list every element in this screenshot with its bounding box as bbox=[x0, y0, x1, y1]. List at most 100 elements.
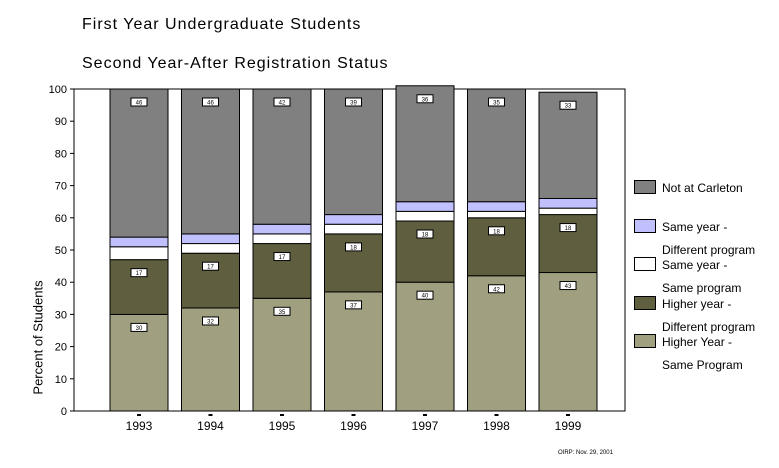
y-tick-label: 60 bbox=[55, 213, 67, 225]
x-tick bbox=[137, 414, 141, 416]
y-tick-label: 40 bbox=[55, 277, 67, 289]
y-tick-label: 0 bbox=[61, 406, 67, 418]
data-label: 35 bbox=[493, 101, 500, 107]
bar-segment bbox=[252, 233, 312, 245]
bar-segment bbox=[109, 236, 169, 248]
legend-label: Higher Year - bbox=[662, 335, 733, 349]
data-label-box bbox=[273, 252, 291, 262]
data-label: 46 bbox=[136, 101, 143, 107]
bar-segment bbox=[181, 233, 240, 245]
data-label-box bbox=[488, 226, 505, 236]
legend-item: Higher Year - Same Program bbox=[634, 332, 774, 372]
bar-segment bbox=[395, 281, 455, 412]
bar-segment bbox=[467, 217, 526, 277]
legend-swatch bbox=[634, 218, 656, 233]
legend-label: Not at Carleton bbox=[662, 181, 743, 195]
data-label: 17 bbox=[279, 255, 286, 261]
x-tick-label: 1999 bbox=[555, 419, 582, 433]
data-label-box bbox=[559, 100, 577, 110]
bar-segment bbox=[467, 210, 526, 219]
data-label-box bbox=[488, 284, 505, 294]
data-label: 30 bbox=[136, 326, 143, 332]
data-label: 39 bbox=[350, 101, 357, 107]
data-label: 17 bbox=[136, 271, 143, 277]
data-label-box bbox=[559, 281, 577, 291]
legend-label-line2: Same program bbox=[662, 281, 742, 295]
data-label-box bbox=[130, 322, 148, 332]
x-tick-label: 1995 bbox=[269, 419, 296, 433]
bar-segment bbox=[324, 223, 383, 235]
x-tick bbox=[208, 414, 213, 416]
data-label-box bbox=[416, 229, 434, 239]
x-tick bbox=[423, 414, 427, 416]
bar-segment bbox=[181, 252, 240, 309]
data-label: 32 bbox=[207, 319, 214, 325]
y-axis-label: Percent of Students bbox=[30, 280, 46, 395]
legend-item: Same year - Same program bbox=[634, 255, 774, 295]
x-tick bbox=[280, 414, 284, 416]
legend-label-line2: Same Program bbox=[662, 358, 743, 372]
data-label: 35 bbox=[279, 310, 286, 316]
bar-segment bbox=[538, 272, 598, 412]
data-label: 37 bbox=[350, 303, 357, 309]
bar-segment bbox=[324, 214, 383, 225]
bar-segment bbox=[538, 197, 598, 209]
data-label-box bbox=[416, 290, 434, 300]
bar-segment bbox=[395, 201, 455, 212]
bar-segment bbox=[109, 259, 169, 315]
data-label: 33 bbox=[565, 104, 572, 110]
data-label-box bbox=[130, 268, 148, 278]
x-tick-label: 1993 bbox=[126, 419, 153, 433]
y-tick-label: 10 bbox=[55, 374, 67, 386]
chart-title: First Year Undergraduate Students bbox=[82, 16, 362, 33]
data-label: 46 bbox=[207, 101, 214, 107]
y-tick-label: 90 bbox=[55, 116, 67, 128]
y-tick-label: 100 bbox=[49, 84, 67, 96]
data-label-box bbox=[345, 97, 362, 107]
data-label-box bbox=[273, 97, 291, 107]
y-tick-label: 70 bbox=[55, 181, 67, 193]
bar-segment bbox=[181, 88, 240, 235]
x-tick-label: 1994 bbox=[197, 419, 224, 433]
data-label-box bbox=[345, 300, 362, 310]
data-label-box bbox=[345, 242, 362, 252]
data-label: 42 bbox=[493, 287, 500, 293]
bar-segment bbox=[467, 275, 526, 412]
data-label-box bbox=[202, 316, 219, 326]
legend-label: Same year - bbox=[662, 219, 728, 234]
data-label: 18 bbox=[350, 245, 357, 251]
data-label: 43 bbox=[565, 284, 572, 290]
x-tick bbox=[566, 414, 570, 416]
bar-segment bbox=[324, 88, 383, 216]
legend-label-line2: Different program bbox=[662, 319, 756, 334]
legend-swatch bbox=[634, 257, 656, 271]
bar-segment bbox=[395, 85, 455, 203]
bar-segment bbox=[181, 243, 240, 254]
legend-label-line2: Different program bbox=[662, 242, 756, 257]
y-tick-label: 50 bbox=[55, 245, 67, 257]
bar-segment bbox=[252, 297, 312, 412]
y-tick-label: 30 bbox=[55, 309, 67, 321]
y-tick-label: 20 bbox=[55, 342, 67, 354]
bar-segment bbox=[109, 88, 169, 238]
legend-label: Higher year - bbox=[662, 296, 732, 311]
chart-subtitle: Second Year-After Registration Status bbox=[82, 55, 389, 72]
data-label: 18 bbox=[422, 233, 429, 239]
data-label: 40 bbox=[422, 294, 429, 300]
x-tick-label: 1998 bbox=[483, 419, 510, 433]
footnote: OIRP: Nov. 29, 2001 bbox=[558, 450, 613, 456]
data-label-box bbox=[130, 97, 148, 107]
data-label-box bbox=[202, 97, 219, 107]
legend-label: Same year - bbox=[662, 258, 728, 272]
data-label-box bbox=[202, 261, 219, 271]
bar-segment bbox=[109, 246, 169, 261]
bar-segment bbox=[467, 201, 526, 212]
legend-item: Same year - Different program bbox=[634, 217, 774, 257]
data-label-box bbox=[559, 223, 577, 233]
legend-swatch bbox=[634, 180, 656, 194]
data-label: 36 bbox=[422, 97, 429, 103]
x-tick-label: 1997 bbox=[412, 419, 439, 433]
bar-segment bbox=[252, 223, 312, 235]
data-label-box bbox=[416, 94, 434, 104]
